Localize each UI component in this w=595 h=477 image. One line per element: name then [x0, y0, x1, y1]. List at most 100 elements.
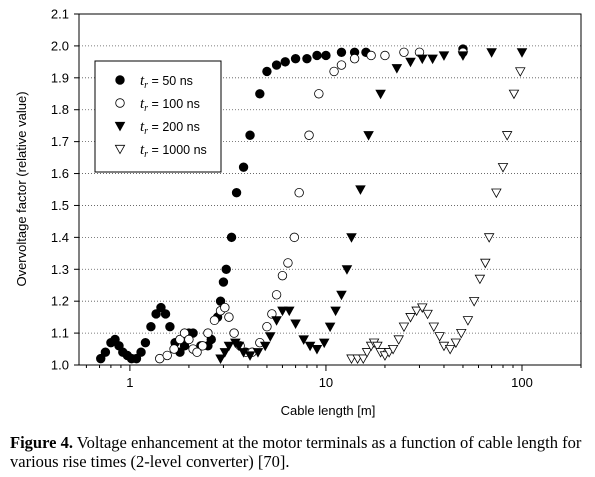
legend-marker	[114, 144, 126, 155]
series-3	[346, 67, 526, 365]
data-point	[438, 51, 450, 61]
data-point	[372, 341, 383, 352]
data-point	[209, 315, 220, 326]
x-tick-label: 10	[319, 375, 333, 390]
y-tick-label: 1.2	[51, 294, 69, 309]
y-tick-label: 1.8	[51, 102, 69, 117]
legend-value: = 100 ns	[148, 97, 200, 111]
data-point	[304, 130, 314, 140]
legend-symbol: t	[140, 119, 145, 135]
chart: 1.0 1.1 1.2 1.3 1.4 1.5 1.6 1.7 1.8 1.9 2.0 2.1 1 10…	[14, 7, 582, 418]
series-2	[215, 48, 528, 365]
x-tick-label: 100	[511, 375, 533, 390]
data-point	[100, 347, 111, 357]
legend-value: = 1000 ns	[148, 143, 207, 157]
data-point	[262, 66, 272, 77]
data-point	[298, 335, 309, 345]
data-point	[399, 47, 409, 57]
data-point	[411, 306, 422, 317]
data-point	[391, 64, 403, 74]
data-point	[398, 322, 410, 333]
legend-value: = 50 ns	[148, 74, 193, 88]
y-tick-label: 1.1	[51, 326, 69, 341]
data-point	[140, 337, 151, 348]
y-tick-label: 2.1	[51, 7, 69, 22]
data-point	[329, 66, 339, 77]
data-point	[314, 89, 324, 99]
data-point	[267, 309, 277, 319]
legend-marker	[114, 121, 126, 132]
x-axis-title: Cable length [m]	[281, 403, 376, 418]
data-point	[255, 89, 265, 99]
data-point	[483, 233, 495, 243]
data-point	[226, 232, 237, 243]
data-point	[215, 296, 226, 306]
data-point	[290, 319, 301, 329]
y-tick-label: 1.4	[51, 230, 69, 245]
data-point	[262, 322, 272, 332]
data-point	[229, 328, 239, 338]
y-tick-label: 1.9	[51, 70, 69, 85]
y-axis-ticks: 1.0 1.1 1.2 1.3 1.4 1.5 1.6 1.7 1.8 1.9 2.0 2.1	[51, 7, 79, 373]
data-point	[457, 51, 469, 61]
data-point	[96, 353, 106, 364]
data-point	[302, 53, 312, 64]
data-point	[341, 265, 353, 275]
data-point	[151, 309, 161, 319]
data-point	[131, 353, 142, 364]
data-point	[220, 302, 230, 313]
x-axis-ticks: 1 10 100	[85, 365, 582, 390]
data-point	[444, 344, 456, 355]
data-point	[304, 341, 316, 352]
legend-symbol: t	[140, 142, 145, 158]
data-point	[514, 67, 526, 77]
data-point	[179, 328, 190, 338]
data-point	[283, 306, 295, 317]
data-point	[231, 187, 242, 198]
data-point	[462, 316, 474, 326]
legend-subscript: r	[144, 149, 148, 160]
data-point	[375, 89, 386, 100]
data-point	[165, 322, 175, 332]
data-point	[221, 264, 231, 274]
data-point	[238, 162, 249, 172]
legend-marker	[115, 75, 125, 85]
data-point	[277, 306, 288, 317]
data-point	[516, 48, 528, 58]
data-point	[416, 303, 428, 313]
y-tick-label: 1.6	[51, 166, 69, 181]
data-point	[480, 258, 491, 269]
data-point	[283, 258, 293, 268]
data-point	[434, 332, 445, 342]
data-point	[455, 329, 467, 339]
data-point	[184, 334, 194, 345]
legend-symbol: t	[140, 73, 145, 89]
data-point	[357, 354, 369, 365]
data-point	[271, 60, 282, 70]
y-tick-label: 1.0	[51, 358, 69, 373]
data-point	[366, 50, 376, 61]
data-point	[405, 313, 416, 323]
data-point	[277, 270, 288, 281]
legend-entry-label: tr = 100 ns	[140, 96, 200, 114]
data-point	[219, 348, 231, 358]
legend-entry-label: tr = 200 ns	[140, 119, 200, 137]
legend-value: = 200 ns	[148, 120, 200, 134]
data-point	[361, 348, 373, 358]
data-point	[330, 306, 341, 317]
data-point	[312, 50, 322, 61]
data-point	[405, 57, 416, 68]
y-tick-label: 2.0	[51, 38, 69, 53]
data-point	[233, 341, 245, 352]
data-point	[336, 60, 347, 70]
data-point	[416, 54, 428, 65]
data-point	[363, 131, 374, 141]
data-point	[290, 53, 301, 64]
data-point	[501, 131, 513, 141]
figure-caption-text: Voltage enhancement at the motor termina…	[10, 433, 582, 471]
data-point	[192, 347, 202, 357]
data-point	[271, 316, 282, 326]
series-0	[96, 44, 468, 364]
data-point	[324, 322, 336, 333]
plot-frame	[78, 13, 582, 366]
